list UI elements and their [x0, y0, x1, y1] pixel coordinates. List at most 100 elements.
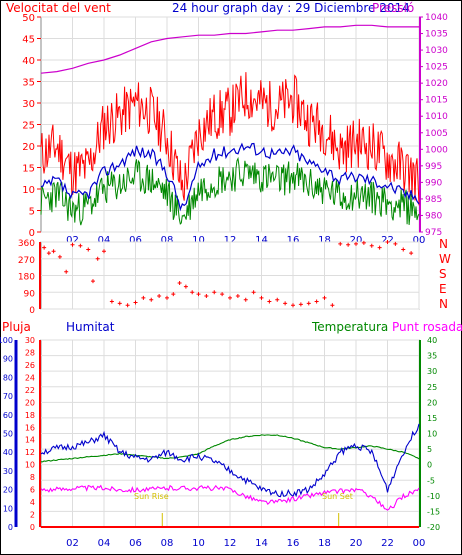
direction-point: [322, 295, 327, 300]
pressure-tick-label: 1025: [425, 63, 448, 73]
direction-point: [157, 293, 162, 298]
dewpoint-axis-label: Punt rosada: [392, 320, 462, 334]
direction-point: [409, 251, 414, 256]
direction-point: [251, 290, 256, 295]
temperature-tick-label: 20: [427, 398, 437, 407]
temperature-right-ticks: -20 -15 -10 -5 0 5 10 15 20 25 30 35 40: [419, 336, 440, 532]
direction-point: [330, 303, 335, 308]
direction-point: [190, 290, 195, 295]
pressure-tick-label: 1035: [425, 30, 448, 40]
temperature-x-tick-label: 02: [66, 538, 79, 549]
wind-x-tick-label: 18: [318, 235, 331, 246]
wind-x-tick-label: 14: [255, 235, 268, 246]
dewpoint-line: [40, 484, 420, 511]
temperature-tick-label: -15: [427, 507, 440, 516]
direction-point: [165, 295, 169, 300]
temperature-tick-label: 0: [427, 461, 432, 470]
rain-tick-label: 28: [25, 348, 35, 357]
direction-point: [90, 279, 95, 284]
sunrise-label: Sun Rise: [134, 492, 169, 501]
humidity-tick-label: 50: [3, 430, 13, 439]
temperature-x-tick-label: 18: [318, 538, 331, 549]
humidity-tick-label: 80: [3, 373, 13, 382]
direction-point: [212, 290, 217, 295]
wind-tick-label: 0: [29, 228, 35, 239]
wind-x-tick-label: 04: [98, 235, 111, 246]
rain-tick-label: 14: [25, 436, 35, 445]
rain-tick-label: 24: [25, 373, 35, 382]
humidity-tick-label: 70: [3, 392, 13, 401]
pressure-tick-label: 1005: [425, 129, 448, 139]
direction-point: [125, 303, 130, 308]
rain-tick-label: 2: [30, 511, 35, 520]
direction-point: [393, 241, 398, 246]
humidity-tick-label: 0: [8, 523, 13, 532]
temperature-x-tick-label: 16: [287, 538, 300, 549]
direction-point: [64, 269, 69, 274]
temperature-tick-label: 35: [427, 352, 437, 361]
direction-point: [46, 251, 51, 256]
temperature-tick-label: 25: [427, 383, 437, 392]
wind-x-tick-label: 16: [287, 235, 300, 246]
direction-tick-label: 180: [18, 273, 35, 283]
humidity-tick-label: 60: [3, 411, 13, 420]
wind-tick-label: 15: [22, 164, 35, 175]
direction-tick-label: 90: [24, 289, 36, 299]
pressure-right-ticks: 975 980 985 990 995 1000 1005 1010 1015 1020 1025 1…: [419, 13, 448, 238]
direction-point: [267, 299, 272, 304]
rain-tick-label: 0: [30, 523, 35, 532]
rain-tick-label: 26: [25, 361, 35, 370]
temperature-tick-label: 15: [427, 414, 437, 423]
rain-tick-label: 4: [30, 498, 35, 507]
humidity-axis-label: Humitat: [66, 320, 115, 334]
rain-tick-label: 16: [25, 423, 35, 432]
wind-gust-line: [40, 72, 420, 206]
compass-label: S: [439, 267, 447, 281]
wind-tick-label: 5: [29, 207, 35, 218]
temperature-x-tick-label: 00: [413, 538, 426, 549]
chart-title: 24 hour graph day : 29 Diciembre 2014: [172, 1, 410, 15]
direction-point: [377, 245, 382, 250]
wind-wind-line: [40, 156, 420, 226]
rain-tick-label: 10: [25, 461, 35, 470]
pressure-tick-label: 985: [425, 195, 442, 205]
compass-label: E: [439, 282, 447, 296]
temperature-x-tick-label: 08: [161, 538, 174, 549]
direction-point: [117, 301, 122, 306]
compass-label: W: [439, 252, 451, 266]
wind-average-line: [40, 142, 420, 212]
wind-tick-label: 20: [22, 142, 35, 153]
direction-point: [354, 241, 358, 246]
direction-point: [183, 284, 188, 289]
direction-point: [51, 249, 56, 254]
compass-label: N: [439, 237, 448, 251]
sunset-label: Sun Set: [322, 492, 353, 501]
temperature-tick-label: 10: [427, 430, 437, 439]
compass-label: N: [439, 297, 448, 311]
pressure-tick-label: 1010: [425, 112, 448, 122]
temperature-x-tick-label: 04: [98, 538, 111, 549]
wind-series: [40, 24, 420, 226]
direction-point: [70, 242, 75, 247]
rain-tick-label: 20: [25, 398, 35, 407]
pressure-tick-label: 1000: [425, 145, 448, 155]
humidity-tick-label: 30: [3, 467, 13, 476]
humidity-tick-label: 100: [0, 336, 13, 345]
pressure-tick-label: 975: [425, 228, 442, 238]
wind-tick-label: 40: [22, 56, 35, 67]
pressure-tick-label: 1030: [425, 46, 448, 56]
wind-x-tick-label: 08: [161, 235, 174, 246]
direction-point: [235, 293, 240, 298]
rain-tick-label: 22: [25, 386, 35, 395]
direction-point: [196, 292, 201, 297]
temperature-x-ticks: 02 04 06 08 10 12 14 16 18 20 22 00: [66, 538, 425, 549]
wind-tick-label: 30: [22, 99, 35, 110]
wind-x-tick-label: 02: [66, 235, 79, 246]
pressure-tick-label: 1040: [425, 13, 448, 23]
pressure-line: [40, 24, 419, 74]
wind-x-tick-label: 10: [192, 235, 205, 246]
humidity-tick-label: 10: [3, 504, 13, 513]
wind-x-tick-label: 06: [129, 235, 142, 246]
direction-point: [149, 297, 154, 302]
